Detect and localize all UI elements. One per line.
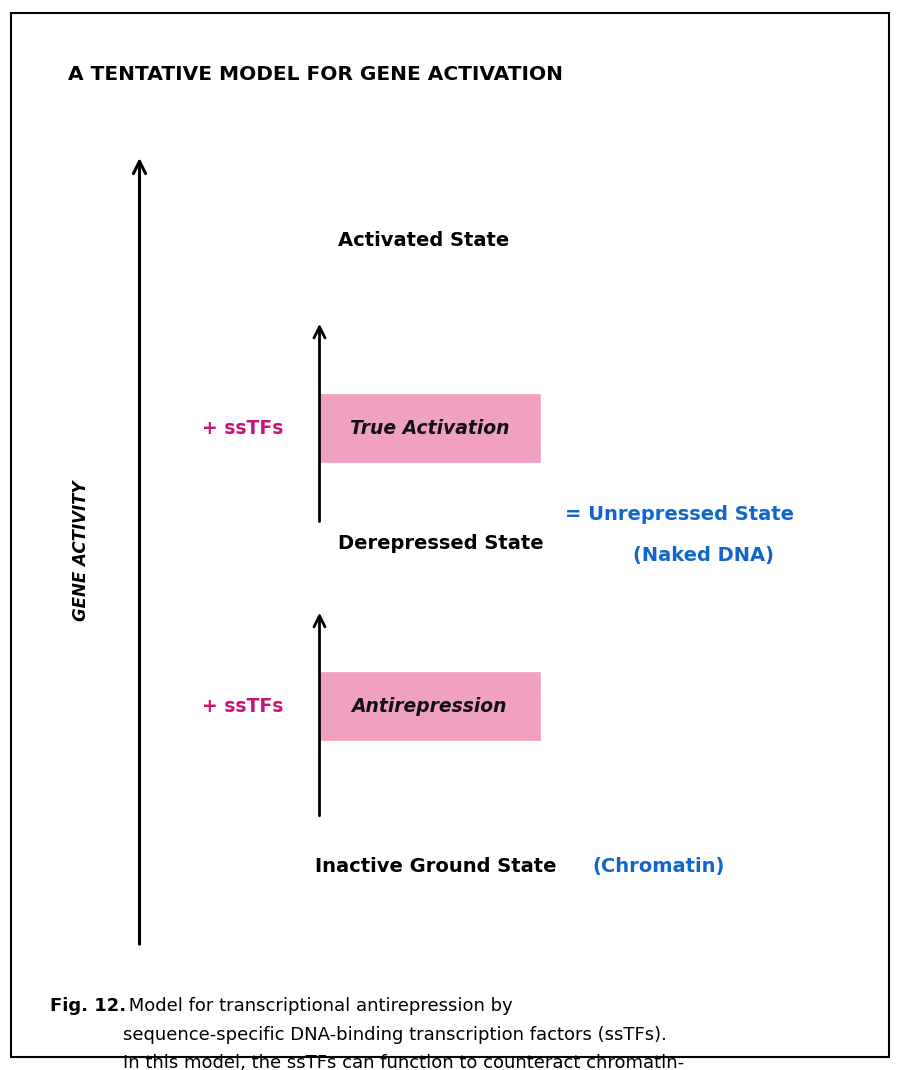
Text: GENE ACTIVITY: GENE ACTIVITY [72,480,90,622]
Text: (Naked DNA): (Naked DNA) [633,546,774,565]
Text: True Activation: True Activation [349,418,509,438]
Text: + ssTFs: + ssTFs [202,418,284,438]
Text: Fig. 12.: Fig. 12. [50,997,126,1015]
Text: (Chromatin): (Chromatin) [592,857,724,876]
Text: = Unrepressed State: = Unrepressed State [565,505,794,524]
Text: Activated State: Activated State [338,231,508,250]
Text: + ssTFs: + ssTFs [202,697,284,716]
FancyBboxPatch shape [319,394,540,462]
Text: Model for transcriptional antirepression by
sequence-specific DNA-binding transc: Model for transcriptional antirepression… [123,997,684,1070]
Text: Antirepression: Antirepression [352,697,507,716]
FancyBboxPatch shape [319,672,540,740]
Text: A TENTATIVE MODEL FOR GENE ACTIVATION: A TENTATIVE MODEL FOR GENE ACTIVATION [68,65,562,85]
Text: Derepressed State: Derepressed State [338,534,543,553]
Text: Inactive Ground State: Inactive Ground State [315,857,556,876]
